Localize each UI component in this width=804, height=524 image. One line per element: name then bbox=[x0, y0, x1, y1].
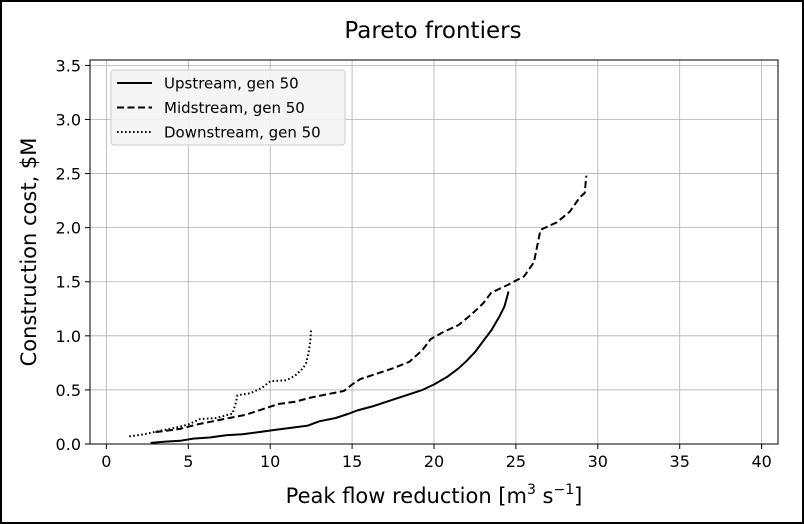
x-tick-label: 40 bbox=[751, 452, 771, 471]
x-tick-label: 0 bbox=[101, 452, 111, 471]
y-tick-label: 1.5 bbox=[56, 273, 81, 292]
tick-layer: 0 5 10 15 20 25 30 35 40 0.0 0.5 1.0 1.5 2.0 2.5 3.0 3.5 bbox=[56, 56, 772, 471]
y-tick-label: 2.5 bbox=[56, 165, 81, 184]
legend: Upstream, gen 50 Midstream, gen 50 Downstr… bbox=[110, 69, 346, 146]
y-tick-label: 3.5 bbox=[56, 56, 81, 75]
series-line-dotted bbox=[129, 329, 313, 438]
legend-label: Midstream, gen 50 bbox=[164, 99, 305, 117]
series-line-dashed bbox=[155, 175, 588, 434]
y-tick-label: 2.0 bbox=[56, 219, 81, 238]
x-tick-label: 25 bbox=[506, 452, 526, 471]
y-tick-label: 0.0 bbox=[56, 435, 81, 454]
series-layer bbox=[129, 175, 588, 444]
x-axis-label: Peak flow reduction [m3 s−1] bbox=[286, 482, 583, 508]
x-tick-label: 10 bbox=[260, 452, 280, 471]
x-tick-label: 35 bbox=[670, 452, 690, 471]
y-axis-label: Construction cost, $M bbox=[17, 138, 41, 367]
x-tick-label: 5 bbox=[183, 452, 193, 471]
series-line-solid bbox=[150, 291, 510, 444]
x-tick-label: 20 bbox=[424, 452, 444, 471]
y-tick-label: 3.0 bbox=[56, 110, 81, 129]
chart-title: Pareto frontiers bbox=[344, 18, 521, 44]
y-tick-label: 0.5 bbox=[56, 381, 81, 400]
x-tick-label: 30 bbox=[588, 452, 608, 471]
legend-label: Upstream, gen 50 bbox=[164, 75, 299, 93]
x-tick-label: 15 bbox=[342, 452, 362, 471]
legend-box bbox=[110, 69, 346, 146]
y-tick-label: 1.0 bbox=[56, 327, 81, 346]
legend-label: Downstream, gen 50 bbox=[164, 124, 321, 142]
